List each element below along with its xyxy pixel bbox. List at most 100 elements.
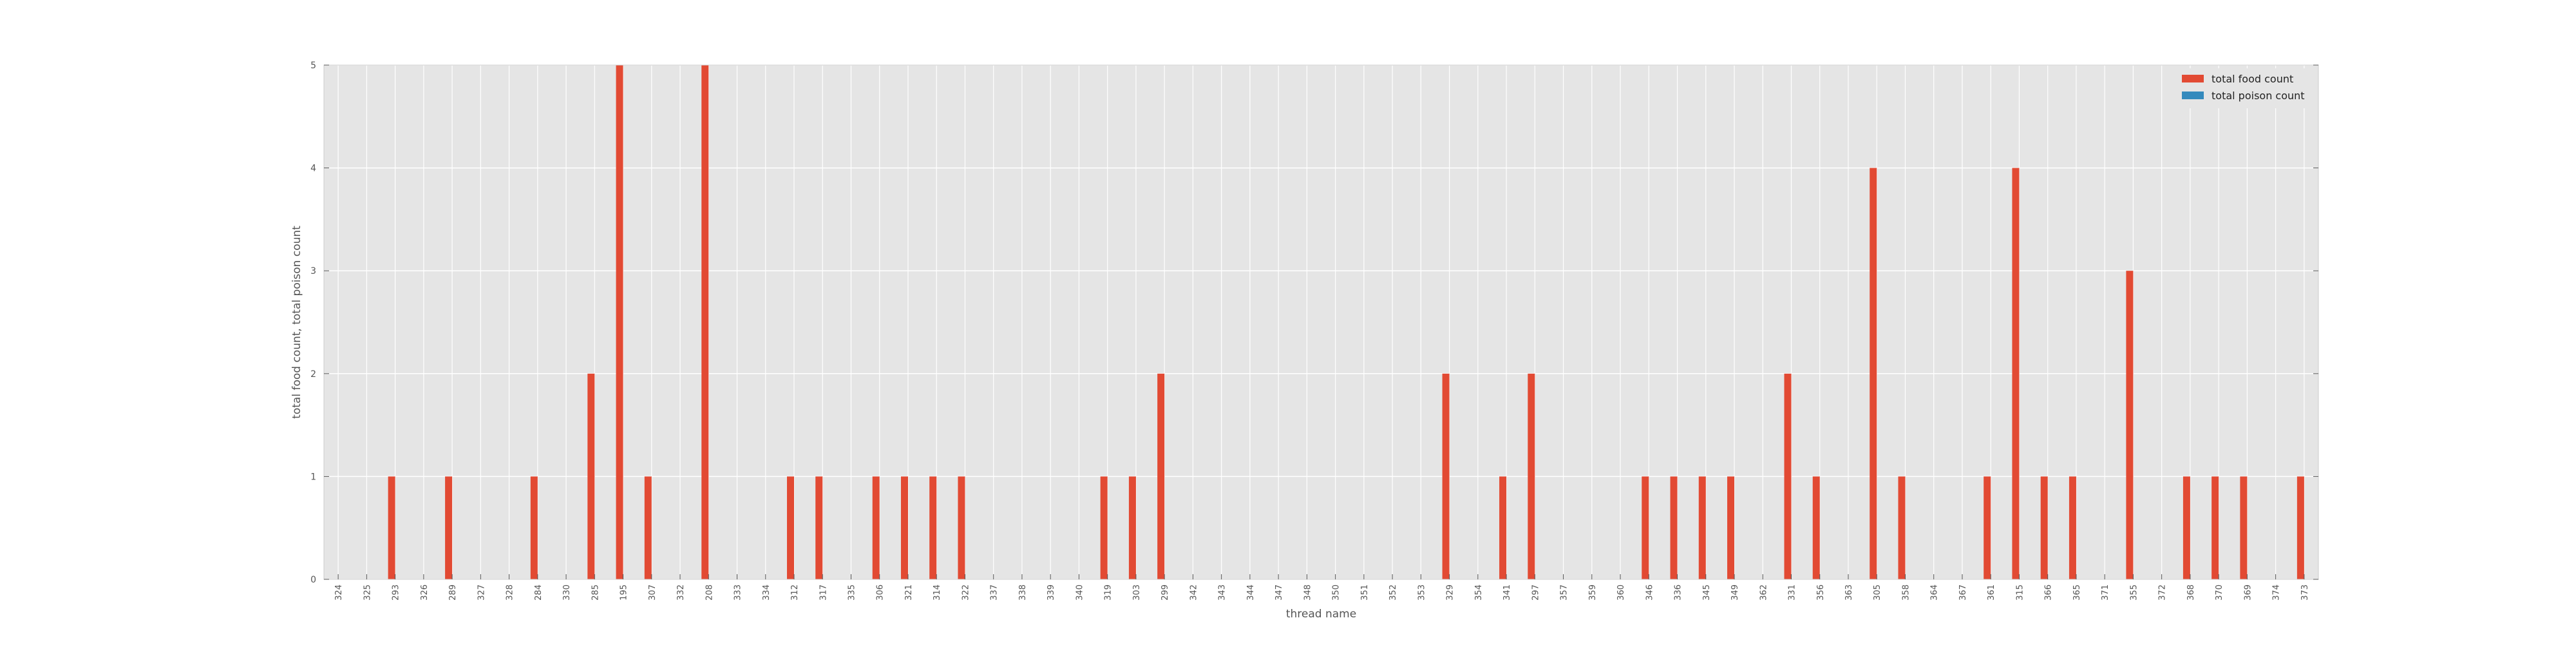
bar-food-369	[2240, 476, 2248, 579]
legend-swatch-poison	[2182, 92, 2204, 99]
bar-food-358	[1898, 476, 1906, 579]
x-tick-label: 331	[1788, 584, 1797, 601]
x-tick-label: 326	[420, 584, 430, 601]
x-tick-label: 338	[1018, 584, 1028, 601]
bar-food-322	[958, 476, 965, 579]
x-tick-label: 369	[2243, 584, 2253, 601]
x-tick-label: 358	[1901, 584, 1911, 601]
x-tick-label: 340	[1075, 584, 1084, 601]
bars	[323, 64, 2319, 580]
x-tick-label: 355	[2129, 584, 2139, 601]
bar-food-208	[701, 65, 709, 579]
x-tick-label: 366	[2044, 584, 2054, 601]
x-tick-label: 362	[1759, 584, 1768, 601]
bar-food-319	[1100, 476, 1108, 579]
x-tick-label: 346	[1645, 584, 1654, 601]
x-tick-label: 356	[1816, 584, 1826, 601]
x-tick-label: 327	[477, 584, 486, 601]
bar-food-341	[1499, 476, 1507, 579]
x-tick-label: 363	[1844, 584, 1854, 601]
bar-food-361	[1984, 476, 1991, 579]
legend-entry-poison: total poison count	[2182, 90, 2305, 102]
x-tick-label: 357	[1560, 584, 1569, 601]
bar-food-303	[1128, 476, 1136, 579]
x-tick-label: 368	[2186, 584, 2196, 601]
x-tick-label: 208	[705, 584, 714, 601]
x-tick-label: 325	[363, 584, 372, 601]
bar-food-365	[2069, 476, 2076, 579]
x-tick-label: 305	[1873, 584, 1882, 601]
x-axis-ticks: 324 325 293 326 289 327 328 284 330 285 195 307 332 2…	[334, 574, 2310, 601]
bar-food-356	[1812, 476, 1820, 579]
x-tick-label: 328	[506, 584, 515, 601]
x-tick-label: 341	[1502, 584, 1512, 601]
x-tick-label: 336	[1674, 584, 1683, 601]
x-tick-label: 349	[1730, 584, 1740, 601]
x-tick-label: 315	[2015, 584, 2025, 601]
bar-food-314	[929, 476, 937, 579]
x-axis-label: thread name	[1286, 608, 1356, 621]
x-tick-label: 345	[1702, 584, 1712, 601]
legend-label-poison: total poison count	[2211, 90, 2305, 102]
x-tick-label: 339	[1046, 584, 1056, 601]
x-tick-label: 359	[1588, 584, 1598, 601]
bar-food-312	[787, 476, 795, 579]
x-tick-label: 284	[534, 584, 544, 601]
x-tick-label: 317	[819, 584, 828, 601]
x-tick-label: 344	[1246, 584, 1256, 601]
bar-food-306	[872, 476, 880, 579]
legend-label-food: total food count	[2211, 73, 2293, 85]
x-tick-label: 314	[933, 584, 942, 601]
bar-food-305	[1870, 168, 1877, 580]
x-tick-label: 347	[1274, 584, 1284, 601]
x-tick-label: 350	[1332, 584, 1341, 601]
plot-border	[323, 64, 2319, 580]
bar-food-355	[2126, 271, 2134, 579]
bar-food-289	[445, 476, 453, 579]
y-tick-label: 0	[310, 575, 316, 585]
bar-food-329	[1442, 373, 1450, 579]
x-tick-label: 307	[648, 584, 658, 601]
x-tick-label: 312	[790, 584, 800, 601]
x-tick-label: 334	[762, 584, 772, 601]
legend-swatch-food	[2182, 75, 2204, 82]
x-tick-label: 293	[392, 584, 401, 601]
bar-food-370	[2211, 476, 2219, 579]
x-tick-label: 374	[2272, 584, 2282, 601]
x-tick-label: 365	[2072, 584, 2082, 601]
x-tick-label: 372	[2158, 584, 2168, 601]
x-tick-label: 337	[990, 584, 999, 601]
legend: total food count total poison count	[2172, 68, 2313, 108]
x-tick-label: 329	[1446, 584, 1455, 601]
x-tick-label: 360	[1616, 584, 1626, 601]
bar-food-331	[1784, 373, 1792, 579]
bar-food-349	[1727, 476, 1735, 579]
bar-food-284	[530, 476, 538, 579]
bar-food-346	[1642, 476, 1649, 579]
x-tick-label: 324	[334, 584, 344, 601]
y-axis-ticks: 0 1 2 3 4 5	[310, 61, 2318, 585]
x-tick-label: 370	[2215, 584, 2224, 601]
y-tick-label: 1	[310, 472, 316, 482]
x-tick-label: 353	[1417, 584, 1426, 601]
bar-food-285	[587, 373, 595, 579]
bar-food-299	[1157, 373, 1165, 579]
x-tick-label: 321	[904, 584, 914, 601]
x-tick-label: 342	[1189, 584, 1198, 601]
y-tick-label: 2	[310, 369, 316, 380]
legend-entry-food: total food count	[2182, 73, 2293, 85]
x-tick-label: 297	[1531, 584, 1540, 601]
y-tick-label: 5	[310, 61, 316, 71]
x-tick-label: 373	[2300, 584, 2310, 601]
x-tick-label: 371	[2101, 584, 2110, 601]
bar-food-321	[900, 476, 908, 579]
bar-food-293	[388, 476, 395, 579]
x-tick-label: 332	[676, 584, 686, 601]
x-tick-label: 367	[1958, 584, 1968, 601]
x-tick-label: 354	[1474, 584, 1484, 601]
bar-food-373	[2297, 476, 2304, 579]
x-tick-label: 285	[591, 584, 600, 601]
bar-food-317	[815, 476, 823, 579]
